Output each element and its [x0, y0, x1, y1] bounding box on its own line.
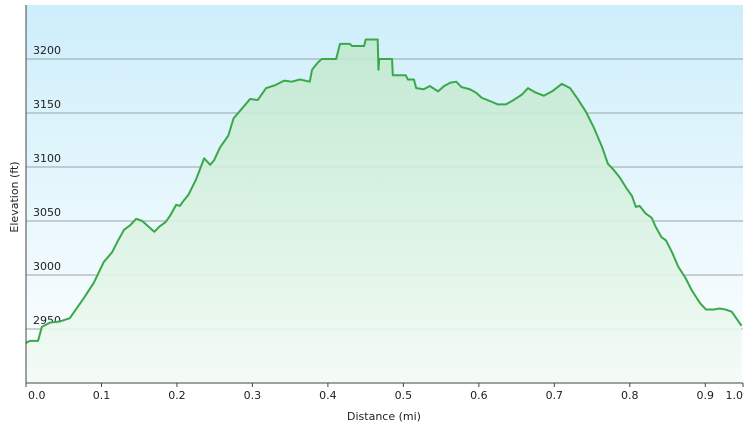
- x-tick-label: 0.4: [319, 389, 337, 402]
- x-tick-label: 0.5: [395, 389, 413, 402]
- x-tick-label: 0.3: [244, 389, 262, 402]
- x-tick-label: 0.7: [546, 389, 564, 402]
- x-tick-label: 0.9: [697, 389, 715, 402]
- y-axis-label: Elevation (ft): [8, 161, 21, 232]
- x-tick-label: 0.6: [470, 389, 488, 402]
- y-tick-label: 3100: [33, 152, 61, 165]
- x-tick-label: 0.2: [168, 389, 186, 402]
- elevation-line: [25, 38, 743, 344]
- x-tick-label: 1.0: [726, 389, 744, 402]
- y-tick-label: 3200: [33, 44, 61, 57]
- y-tick-label: 3000: [33, 260, 61, 273]
- y-tick-label: 3150: [33, 98, 61, 111]
- x-tick-label: 0.1: [93, 389, 111, 402]
- area-fill: [26, 39, 742, 384]
- x-tick-label: 0.8: [621, 389, 639, 402]
- y-tick-label: 3050: [33, 206, 61, 219]
- x-tick-label: 0.0: [28, 389, 46, 402]
- x-axis-label: Distance (mi): [347, 410, 421, 423]
